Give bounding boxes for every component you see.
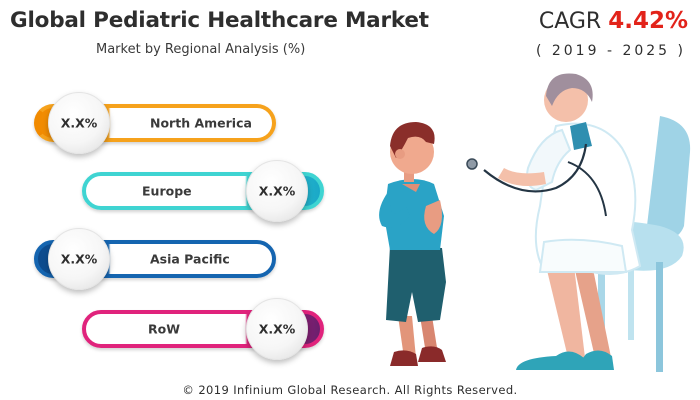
- region-value-badge: X.X%: [246, 160, 308, 222]
- child-icon: [379, 122, 446, 366]
- doctor-examining-child-illustration: [379, 73, 691, 372]
- region-value-badge: X.X%: [246, 298, 308, 360]
- region-value: X.X%: [258, 321, 296, 337]
- region-value: X.X%: [60, 115, 98, 131]
- region-label: Asia Pacific: [150, 251, 230, 267]
- region-europe: Europe X.X%: [82, 160, 324, 222]
- cagr-label: CAGR: [538, 9, 602, 34]
- region-value-badge: X.X%: [48, 228, 110, 290]
- region-value-badge: X.X%: [48, 92, 110, 154]
- cagr-years: ( 2019 - 2025 ): [535, 43, 686, 59]
- region-label: North America: [150, 115, 252, 131]
- page-title: Global Pediatric Healthcare Market: [10, 8, 429, 33]
- copyright-footer: © 2019 Infinium Global Research. All Rig…: [182, 383, 518, 397]
- region-label: RoW: [148, 321, 181, 337]
- cagr-value: 4.42%: [608, 8, 688, 34]
- region-value: X.X%: [60, 251, 98, 267]
- region-value: X.X%: [258, 183, 296, 199]
- region-label: Europe: [142, 183, 192, 199]
- region-north-america: North America X.X%: [34, 92, 276, 154]
- cagr-block: CAGR 4.42%: [539, 8, 688, 34]
- region-asia-pacific: Asia Pacific X.X%: [34, 228, 276, 290]
- doctor-icon: [466, 73, 642, 370]
- region-row: RoW X.X%: [82, 298, 324, 360]
- page-subtitle: Market by Regional Analysis (%): [96, 42, 306, 57]
